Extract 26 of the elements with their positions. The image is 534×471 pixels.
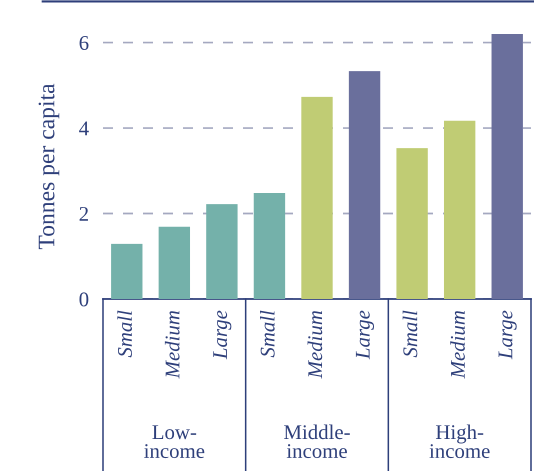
x-tick-label: Small bbox=[402, 310, 418, 358]
x-tick-label: Small bbox=[117, 310, 132, 358]
text: Low- income bbox=[144, 425, 204, 458]
bar bbox=[444, 120, 476, 299]
bar bbox=[301, 96, 333, 299]
bar bbox=[111, 244, 142, 299]
bar bbox=[348, 71, 380, 299]
x-tick-label: Medium bbox=[308, 310, 322, 379]
y-tick-label: 6 bbox=[80, 36, 88, 50]
x-tick-label: Large bbox=[356, 310, 374, 360]
x-tick-label: Large bbox=[498, 310, 517, 360]
y-tick-label: 4 bbox=[79, 122, 89, 136]
text: Middle- income bbox=[284, 424, 350, 458]
x-tick-label: Medium bbox=[450, 310, 465, 379]
bar bbox=[254, 193, 286, 299]
x-tick-label: Large bbox=[213, 310, 232, 360]
y-tick-label: 0 bbox=[79, 292, 88, 306]
y-axis-title: Tonnes per capita bbox=[38, 84, 60, 250]
x-tick-label: Medium bbox=[164, 310, 180, 379]
bar bbox=[396, 148, 428, 299]
x-tick-label: Small bbox=[260, 310, 275, 358]
bar bbox=[492, 34, 523, 299]
y-tick-label: 2 bbox=[80, 206, 88, 221]
bar bbox=[206, 204, 238, 299]
bar bbox=[158, 226, 190, 299]
text: High- income bbox=[429, 424, 490, 458]
